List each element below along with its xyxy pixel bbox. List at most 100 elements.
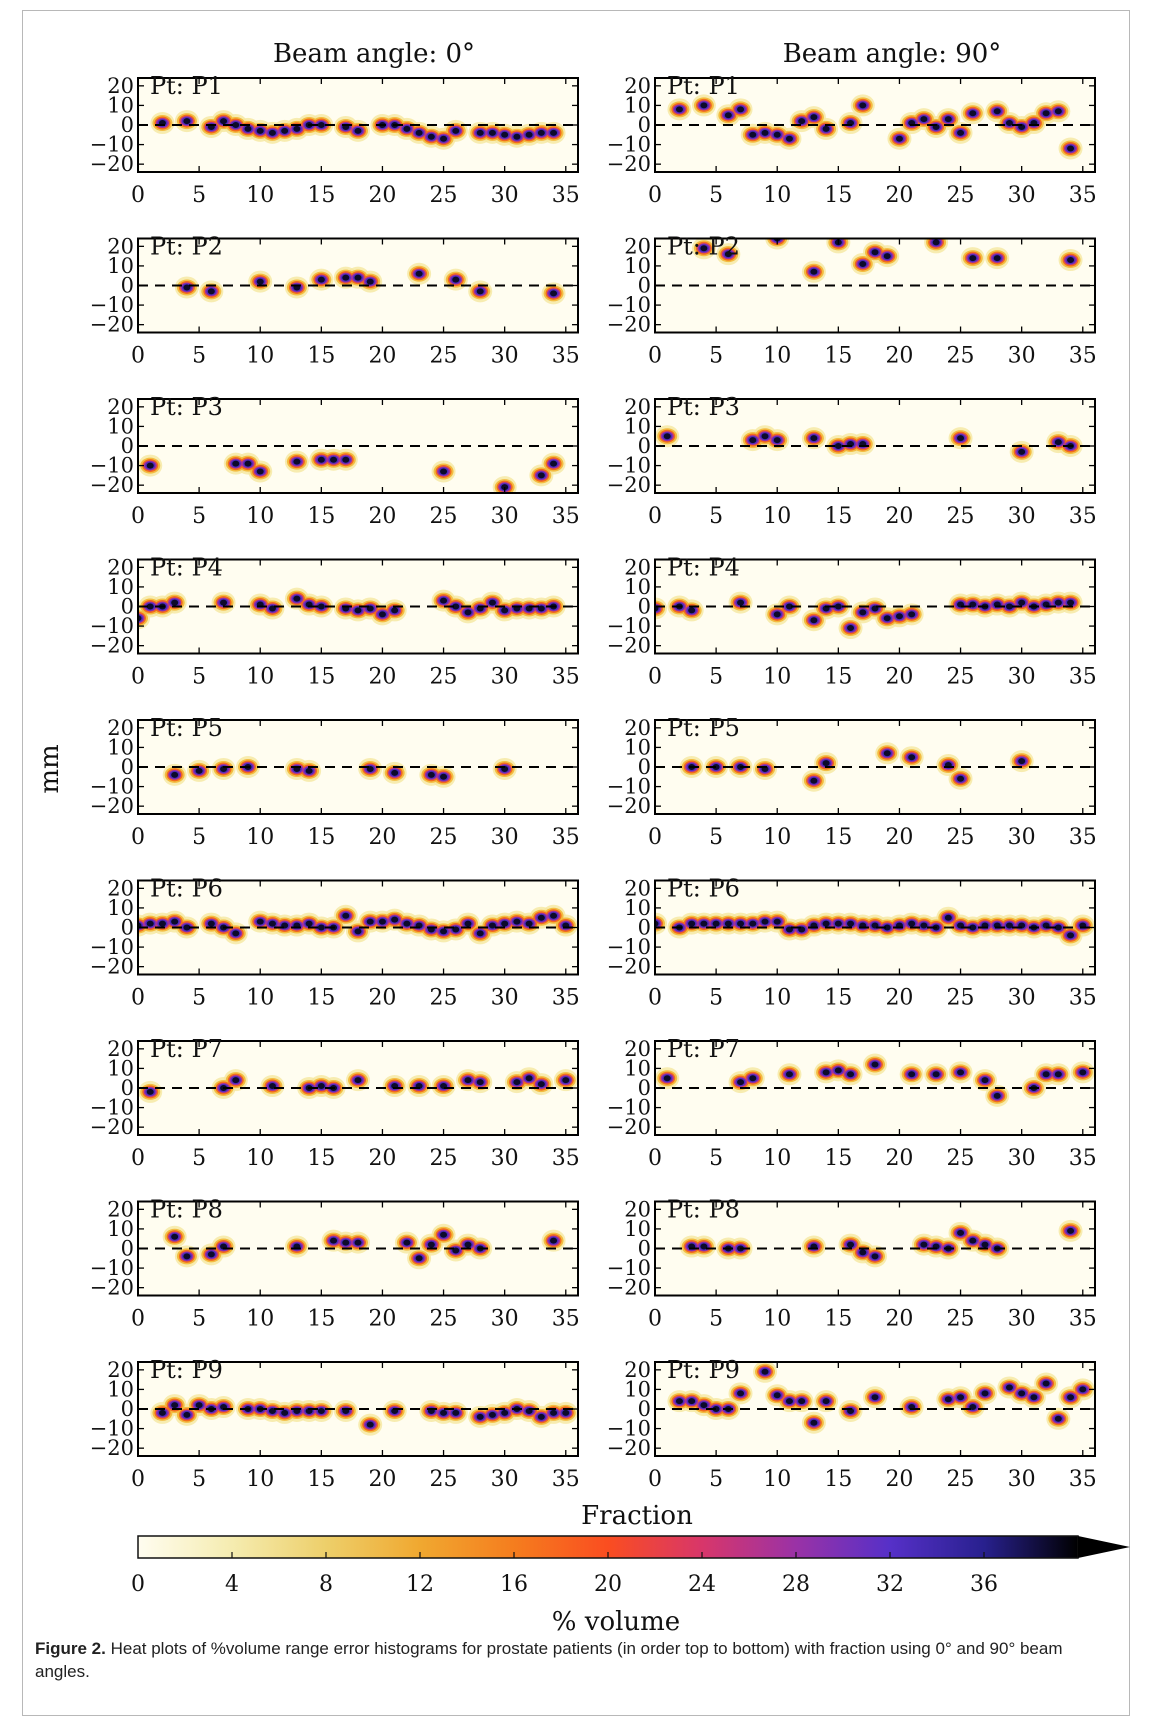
y-tick-label: −10: [90, 1256, 134, 1280]
y-tick-label: −20: [607, 473, 651, 497]
y-tick-label: 10: [624, 1377, 651, 1401]
x-tick-label: 15: [824, 344, 852, 369]
heat-point: [993, 108, 1001, 115]
heat-point: [464, 1077, 472, 1084]
panel-title: Pt: P3: [667, 393, 740, 421]
x-tick-label: 20: [885, 504, 913, 529]
heat-point: [171, 1402, 179, 1409]
heat-point: [883, 253, 891, 260]
y-tick-label: 20: [624, 395, 651, 419]
y-tick-label: 20: [624, 74, 651, 98]
heat-point: [737, 1079, 745, 1086]
y-tick-label: 0: [121, 274, 134, 298]
heat-point: [822, 760, 830, 767]
y-tick-label: 20: [624, 1358, 651, 1382]
panel-title: Pt: P3: [150, 393, 223, 421]
heat-point: [908, 611, 916, 618]
x-tick-label: 5: [192, 504, 206, 529]
y-tick-label: 20: [624, 1197, 651, 1221]
heat-point: [171, 1233, 179, 1240]
heat-point: [452, 1247, 460, 1254]
heat-point: [550, 460, 558, 467]
y-tick-label: 20: [624, 1037, 651, 1061]
y-tick-label: −10: [90, 133, 134, 157]
x-tick-label: 5: [192, 183, 206, 208]
y-tick-label: 20: [624, 234, 651, 258]
heat-point: [700, 1402, 708, 1409]
figure-frame: [22, 10, 1130, 1716]
heat-point: [452, 603, 460, 610]
heat-point: [317, 924, 325, 931]
heat-point: [440, 597, 448, 604]
heat-point: [354, 274, 362, 281]
y-tick-label: −20: [90, 152, 134, 176]
heat-point: [810, 114, 818, 121]
heat-point: [834, 603, 842, 610]
heat-point: [427, 133, 435, 140]
heat-point: [440, 468, 448, 475]
heat-point: [330, 1237, 338, 1244]
heat-point: [944, 914, 952, 921]
heat-point: [981, 1077, 989, 1084]
y-tick-label: −20: [90, 473, 134, 497]
heat-point: [810, 268, 818, 275]
heat-point: [920, 1241, 928, 1248]
x-tick-label: 20: [885, 344, 913, 369]
heat-point: [207, 920, 215, 927]
heat-point: [724, 251, 732, 258]
heat-point: [342, 912, 350, 919]
heat-point: [1067, 932, 1075, 939]
x-tick-label: 35: [1069, 344, 1097, 369]
heat-point: [403, 920, 411, 927]
heat-point: [354, 127, 362, 134]
heat-blobs: [138, 587, 566, 630]
y-tick-label: −10: [90, 614, 134, 638]
heat-point: [1054, 439, 1062, 446]
heat-point: [330, 456, 338, 463]
heat-point: [232, 930, 240, 937]
panel-title: Pt: P9: [667, 1356, 740, 1384]
heat-point: [737, 1390, 745, 1397]
heat-point: [1054, 599, 1062, 606]
x-tick-label: 25: [947, 504, 975, 529]
x-tick-label: 10: [763, 825, 791, 850]
heat-point: [1054, 924, 1062, 931]
heat-point: [427, 1241, 435, 1248]
heat-point: [354, 607, 362, 614]
x-tick-label: 0: [131, 183, 145, 208]
heat-point: [859, 260, 867, 267]
y-tick-label: 0: [638, 595, 651, 619]
heat-point: [749, 131, 757, 138]
heat-point: [737, 106, 745, 113]
x-tick-label: 10: [246, 1146, 274, 1171]
x-tick-label: 5: [709, 1146, 723, 1171]
heat-point: [440, 135, 448, 142]
x-tick-label: 0: [131, 825, 145, 850]
heat-point: [476, 1079, 484, 1086]
x-tick-label: 25: [947, 665, 975, 690]
x-tick-label: 15: [824, 825, 852, 850]
x-tick-label: 0: [131, 986, 145, 1011]
x-tick-label: 15: [307, 183, 335, 208]
heat-point: [1030, 1394, 1038, 1401]
heat-point: [525, 920, 533, 927]
heat-point: [256, 127, 264, 134]
heat-point: [663, 1075, 671, 1082]
x-tick-label: 10: [763, 183, 791, 208]
heat-point: [440, 1231, 448, 1238]
x-tick-label: 15: [824, 1467, 852, 1492]
heat-point: [513, 918, 521, 925]
x-tick-label: 20: [885, 1307, 913, 1332]
heat-point: [944, 1396, 952, 1403]
panel-title: Pt: P4: [150, 554, 223, 582]
heat-point: [440, 1409, 448, 1416]
heat-point: [810, 435, 818, 442]
heat-point: [957, 129, 965, 136]
heat-point: [969, 601, 977, 608]
x-tick-label: 0: [648, 1146, 662, 1171]
